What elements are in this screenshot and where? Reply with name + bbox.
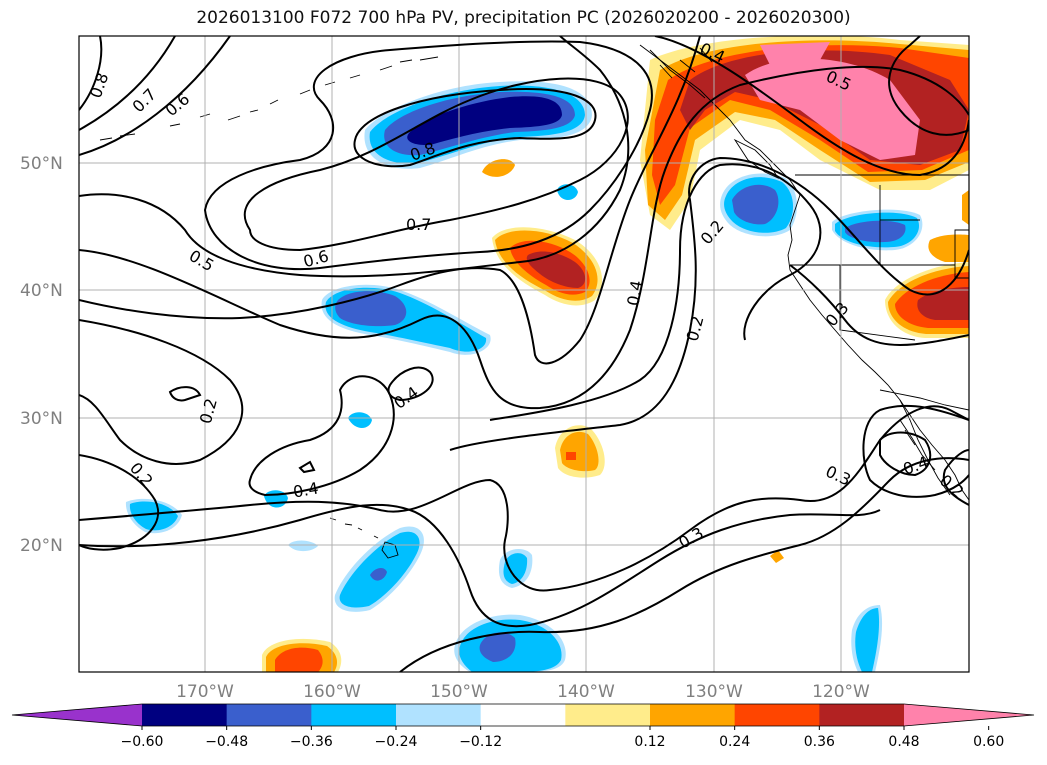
colorbar-bin-4: [396, 704, 482, 726]
shade-subtrop-orange: [560, 431, 599, 472]
shade-interior-blue: [845, 220, 906, 243]
shade-neg30-a: [348, 412, 372, 428]
graticule: [79, 36, 969, 672]
contour-0.6-mid: [203, 40, 653, 271]
contour-0.3-a: [489, 163, 822, 421]
contour-0.2-right: [942, 449, 969, 506]
colorbar-bin-6: [565, 704, 651, 726]
latitude-labels: 50°N 40°N 30°N 20°N: [20, 154, 63, 556]
contour-0.4-d: [168, 386, 202, 402]
coast-aleutians: [99, 56, 439, 141]
contour-small-1: [298, 460, 316, 474]
colorbar-bin-8: [734, 704, 820, 726]
colorbar-tick-label-0: −0.60: [121, 734, 164, 750]
contour-0.2-sw: [79, 454, 160, 551]
shade-pnw-pink2: [760, 42, 830, 65]
shade-subtrop-red: [566, 452, 576, 460]
colorbar-tick-label-7: 0.36: [804, 734, 835, 750]
colorbar-bin-1: [142, 704, 228, 726]
shade-pos18-a: [770, 550, 784, 563]
shade-small-pos1: [482, 159, 515, 177]
contour-0.7-nw: [79, 36, 176, 131]
map-border: [78, 35, 970, 673]
shade-hawaii-blue: [370, 568, 387, 581]
shade-east-top2: [962, 190, 969, 225]
contour-0.5-big: [79, 65, 969, 410]
coast-islands-alaska: [649, 47, 713, 99]
contour-0.4-sw: [248, 375, 395, 497]
shade-pos11-red: [275, 647, 323, 672]
colorbar-tick-label-6: 0.24: [719, 734, 750, 750]
colorbar-bin-3: [311, 704, 397, 726]
contour-0.8-goa: [353, 88, 597, 168]
colorbar-tick-label-2: −0.36: [290, 734, 333, 750]
colorbar-tick-label-8: 0.48: [888, 734, 919, 750]
lon-label-120w: 120°W: [812, 682, 870, 702]
shade-goa-navy: [407, 96, 562, 146]
contour-0.4-pnw: [654, 36, 969, 177]
contour-0.2-pnw: [888, 36, 969, 136]
colorbar-tick-label-1: −0.48: [205, 734, 248, 750]
contour-0.5-mid: [79, 36, 630, 278]
coast-vancouver-island: [733, 138, 780, 180]
contour-0.3-lower: [399, 457, 969, 672]
lon-label-170w: 170°W: [176, 682, 234, 702]
coast-hawaii: [329, 517, 399, 559]
coast-north-america: [639, 44, 969, 501]
colorbar-extend-low: [12, 704, 142, 726]
coast-baja: [899, 399, 951, 496]
clabel-5: 0.7: [406, 215, 431, 234]
colorbar-tick-label-5: 0.12: [634, 734, 665, 750]
contour-0.3-right: [862, 404, 969, 498]
contour-0.3-pnw2: [789, 264, 969, 347]
coastlines: [99, 44, 969, 559]
lat-label-50n: 50°N: [20, 154, 63, 174]
contour-0.6-nw: [79, 36, 231, 156]
border-mexico: [879, 389, 969, 411]
clabel-11: 0.4: [623, 279, 646, 307]
colorbar-bin-5: [480, 704, 566, 726]
lon-label-150w: 150°W: [430, 682, 488, 702]
precip-shading: [125, 36, 969, 672]
lat-label-30n: 30°N: [20, 409, 63, 429]
contour-0.4-mid: [79, 36, 701, 365]
colorbar-bin-7: [650, 704, 736, 726]
contour-0.2-left: [79, 319, 244, 465]
map-title: 2026013100 F072 700 hPa PV, precipitatio…: [196, 8, 851, 28]
colorbar-bin-2: [226, 704, 312, 726]
lon-label-130w: 130°W: [685, 682, 743, 702]
shade-neg17-cyan: [503, 553, 528, 584]
lon-label-140w: 140°W: [557, 682, 615, 702]
pv-contours: [79, 36, 969, 672]
contour-0.2-b: [449, 156, 969, 451]
contour-0.3-sw: [79, 405, 969, 592]
shade-pnw-pink: [745, 58, 920, 160]
shade-neg19-a: [288, 540, 318, 552]
clabel-17: 0.4: [292, 478, 320, 501]
contour-0.3-s: [79, 503, 881, 628]
shade-midpos-darkred: [526, 251, 586, 288]
border-states-2: [839, 219, 969, 341]
shade-coastneg-blue: [732, 184, 779, 225]
longitude-labels: 170°W 160°W 150°W 140°W 130°W 120°W: [176, 682, 870, 702]
shade-neg12-blue: [479, 632, 516, 662]
contour-0.7-goa: [243, 77, 629, 252]
colorbar: −0.60 −0.48 −0.36 −0.24 −0.12 0.12 0.24 0.36 0.4…: [11, 703, 1035, 750]
shade-neg13-cyan: [855, 608, 880, 672]
colorbar-extend-high: [904, 704, 1034, 726]
colorbar-tick-label-3: −0.24: [375, 734, 418, 750]
contour-0.4-right: [879, 431, 932, 477]
shade-neg22-westcyan: [129, 501, 178, 531]
lon-label-160w: 160°W: [303, 682, 361, 702]
colorbar-bin-9: [819, 704, 905, 726]
shade-east-top: [928, 234, 969, 262]
colorbar-tick-label-9: 0.60: [973, 734, 1004, 750]
colorbar-tick-label-4: −0.12: [459, 734, 502, 750]
contour-0.8-nw: [79, 36, 103, 111]
lat-label-40n: 40°N: [20, 281, 63, 301]
lat-label-20n: 20°N: [20, 536, 63, 556]
